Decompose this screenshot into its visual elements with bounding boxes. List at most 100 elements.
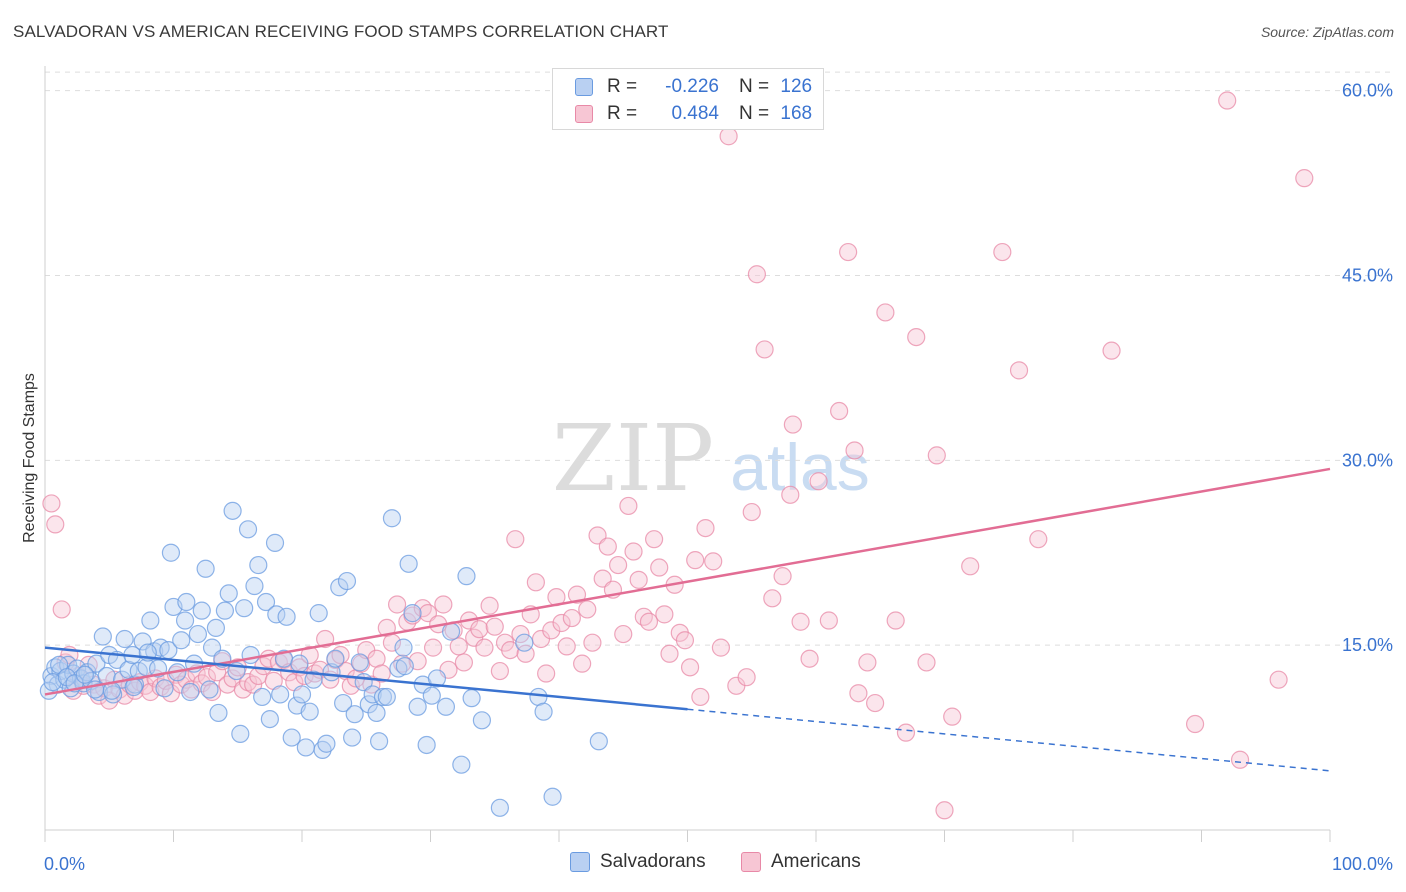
data-point (680, 658, 700, 677)
data-point (337, 571, 357, 591)
data-point (896, 723, 916, 742)
data-point (573, 654, 592, 673)
y-tick-label: 15.0% (1342, 635, 1393, 655)
x-tick-label: 0.0% (44, 854, 85, 874)
data-point (490, 661, 509, 681)
data-point (141, 682, 160, 702)
data-point (763, 589, 782, 608)
data-point (629, 570, 648, 589)
watermark-atlas: atlas (730, 430, 869, 504)
data-point (181, 682, 200, 702)
data-point (619, 496, 638, 516)
data-point (907, 327, 926, 347)
data-point (202, 638, 222, 657)
data-point (747, 265, 766, 284)
legend-label-salvadorans: Salvadorans (600, 851, 706, 872)
data-point (238, 520, 258, 539)
data-point (809, 472, 828, 491)
data-point (441, 622, 461, 641)
data-point (215, 601, 234, 620)
data-point (686, 551, 705, 570)
data-point (231, 724, 250, 743)
legend-row-americans: R = 0.484 N = 168 (575, 102, 812, 126)
data-point (537, 664, 556, 683)
data-point (436, 697, 456, 716)
data-point (1269, 670, 1288, 689)
data-point (583, 633, 602, 652)
data-point (1230, 750, 1250, 769)
data-point (454, 653, 474, 672)
data-point (562, 608, 581, 628)
data-point (614, 624, 633, 644)
data-point (624, 542, 643, 561)
data-point (704, 552, 723, 571)
data-point (373, 687, 393, 707)
data-point (309, 604, 328, 623)
data-point (742, 502, 761, 522)
data-point (634, 607, 653, 626)
data-point (598, 537, 617, 556)
data-point (755, 340, 774, 359)
data-point (334, 693, 353, 713)
data-point (644, 530, 664, 549)
data-point (271, 685, 290, 704)
data-point (75, 665, 94, 684)
data-point (830, 401, 849, 421)
data-point (927, 446, 946, 465)
watermark-zip: ZIP (552, 405, 714, 512)
data-point (367, 703, 386, 723)
data-point (552, 613, 571, 633)
data-point (408, 697, 427, 716)
legend-n-value: 168 (780, 103, 813, 124)
data-point (387, 595, 407, 614)
data-point (480, 596, 499, 615)
data-point (543, 787, 562, 806)
data-point (155, 679, 174, 698)
data-point (223, 501, 242, 520)
data-point (839, 242, 858, 262)
data-point (935, 801, 954, 820)
data-point (141, 611, 160, 630)
data-point (675, 631, 695, 650)
data-point (209, 703, 228, 723)
data-point (449, 637, 468, 656)
data-point (589, 732, 608, 751)
data-point (609, 555, 628, 575)
legend-item-salvadorans[interactable]: Salvadorans (570, 851, 706, 873)
data-point (249, 555, 268, 575)
data-point (737, 668, 756, 687)
data-point (876, 303, 895, 322)
data-point (696, 518, 715, 538)
data-point (172, 631, 191, 650)
data-point (691, 687, 710, 707)
legend-r-value: -0.226 (665, 76, 719, 97)
data-point (1009, 361, 1029, 380)
data-point (567, 585, 587, 604)
data-point (87, 654, 106, 673)
data-point (422, 686, 441, 705)
data-point (511, 624, 530, 644)
data-point (800, 649, 819, 668)
data-point (711, 638, 731, 657)
data-point (343, 728, 362, 747)
legend-swatch-pink (741, 852, 761, 872)
data-point (457, 567, 476, 586)
data-point (526, 573, 545, 592)
data-point (42, 494, 61, 513)
data-point (241, 645, 260, 665)
data-point (791, 612, 810, 631)
data-point (395, 657, 414, 676)
legend-n-label: N = (739, 103, 770, 124)
data-point (943, 707, 962, 726)
data-point (849, 684, 868, 703)
data-point (244, 675, 263, 694)
data-point (1185, 714, 1205, 734)
legend-item-americans[interactable]: Americans (741, 851, 861, 873)
data-point (372, 664, 391, 683)
legend-r: R = 0.484 (607, 103, 719, 125)
y-tick-label: 30.0% (1342, 450, 1393, 470)
data-point (377, 687, 396, 707)
trend-line-salvadorans (44, 646, 688, 711)
data-point (265, 533, 285, 552)
data-point (290, 654, 309, 673)
